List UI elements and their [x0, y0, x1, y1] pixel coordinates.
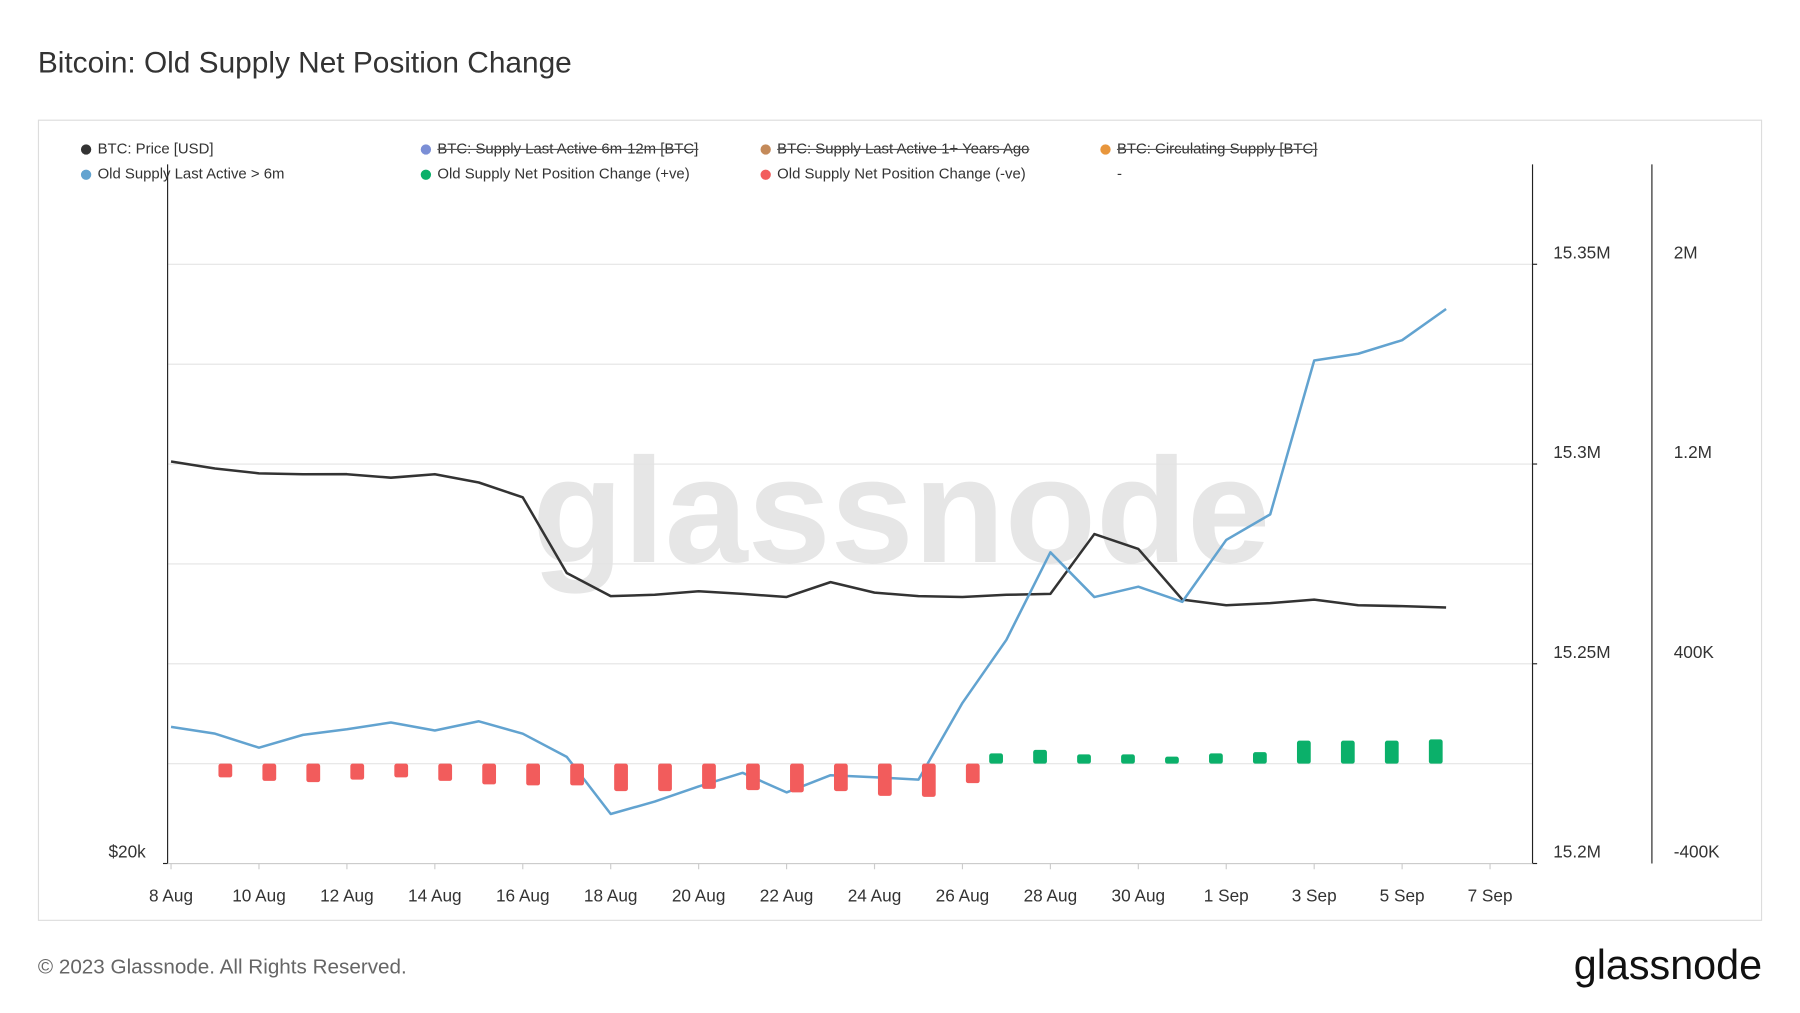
x-tick-label: 22 Aug	[760, 885, 814, 905]
legend-label: Old Supply Net Position Change (+ve)	[437, 166, 689, 183]
legend-swatch	[420, 144, 432, 155]
legend-swatch	[80, 144, 92, 155]
bar	[262, 763, 277, 781]
bar	[1340, 740, 1355, 764]
logo: glassnode	[1574, 942, 1762, 988]
bar	[1428, 739, 1443, 764]
bar	[702, 763, 716, 789]
legend-swatch	[420, 169, 432, 180]
bar	[877, 763, 892, 796]
x-tick-label: 5 Sep	[1380, 885, 1425, 905]
bar	[989, 753, 1003, 764]
bar	[658, 763, 672, 792]
y2-tick-label: 15.25M	[1553, 642, 1610, 662]
bar	[614, 763, 628, 792]
legend-swatch	[80, 169, 92, 180]
bar	[1033, 749, 1047, 764]
y3-tick-label: 2M	[1674, 242, 1698, 262]
x-tick-label: 10 Aug	[232, 885, 286, 905]
x-tick-label: 8 Aug	[149, 885, 193, 905]
bar	[1384, 740, 1399, 764]
bar	[833, 763, 848, 792]
bar	[1252, 752, 1267, 764]
bar	[965, 763, 980, 784]
x-tick-label: 12 Aug	[320, 885, 374, 905]
bar	[790, 763, 804, 793]
y3-tick-label: -400K	[1674, 842, 1720, 862]
x-tick-label: 26 Aug	[936, 885, 990, 905]
bar	[394, 763, 409, 778]
bar	[350, 763, 365, 780]
legend-label: BTC: Price [USD]	[98, 140, 214, 157]
y3-tick-label: 1.2M	[1674, 442, 1712, 462]
chart-frame	[37, 119, 1763, 921]
bar	[921, 763, 936, 797]
bar	[746, 763, 760, 791]
x-tick-label: 28 Aug	[1024, 885, 1078, 905]
x-tick-label: 14 Aug	[408, 885, 462, 905]
legend-label: Old Supply Net Position Change (-ve)	[777, 166, 1026, 183]
bar	[1165, 756, 1179, 764]
x-tick-label: 1 Sep	[1204, 885, 1249, 905]
legend-swatch	[760, 144, 771, 155]
legend-label: Old Supply Last Active > 6m	[98, 166, 285, 183]
x-tick-label: 3 Sep	[1292, 885, 1337, 905]
bar	[1077, 754, 1091, 764]
bar	[306, 763, 321, 783]
legend-label: -	[1117, 166, 1122, 183]
bar	[1209, 753, 1223, 764]
title: Bitcoin: Old Supply Net Position Change	[38, 46, 572, 79]
legend-swatch	[760, 169, 771, 180]
legend-swatch	[1100, 144, 1111, 155]
y2-tick-label: 15.35M	[1553, 242, 1610, 262]
y2-tick-label: 15.2M	[1553, 842, 1601, 862]
watermark: glassnode	[532, 427, 1270, 594]
x-tick-label: 7 Sep	[1468, 885, 1513, 905]
bar	[218, 763, 233, 778]
x-tick-label: 18 Aug	[584, 885, 638, 905]
bar	[1121, 754, 1135, 764]
x-tick-label: 30 Aug	[1112, 885, 1166, 905]
x-tick-label: 20 Aug	[672, 885, 726, 905]
line	[170, 460, 1447, 609]
bar	[526, 763, 540, 786]
x-tick-label: 16 Aug	[496, 885, 550, 905]
y3-tick-label: 400K	[1674, 642, 1715, 662]
bar	[1296, 740, 1311, 764]
x-tick-label: 24 Aug	[848, 885, 902, 905]
y-tick-label: $20k	[108, 842, 146, 862]
bar	[438, 763, 453, 781]
bar	[482, 763, 497, 785]
y2-tick-label: 15.3M	[1553, 442, 1601, 462]
footer: © 2023 Glassnode. All Rights Reserved.	[38, 955, 407, 978]
bar	[570, 763, 584, 786]
line	[170, 307, 1447, 816]
